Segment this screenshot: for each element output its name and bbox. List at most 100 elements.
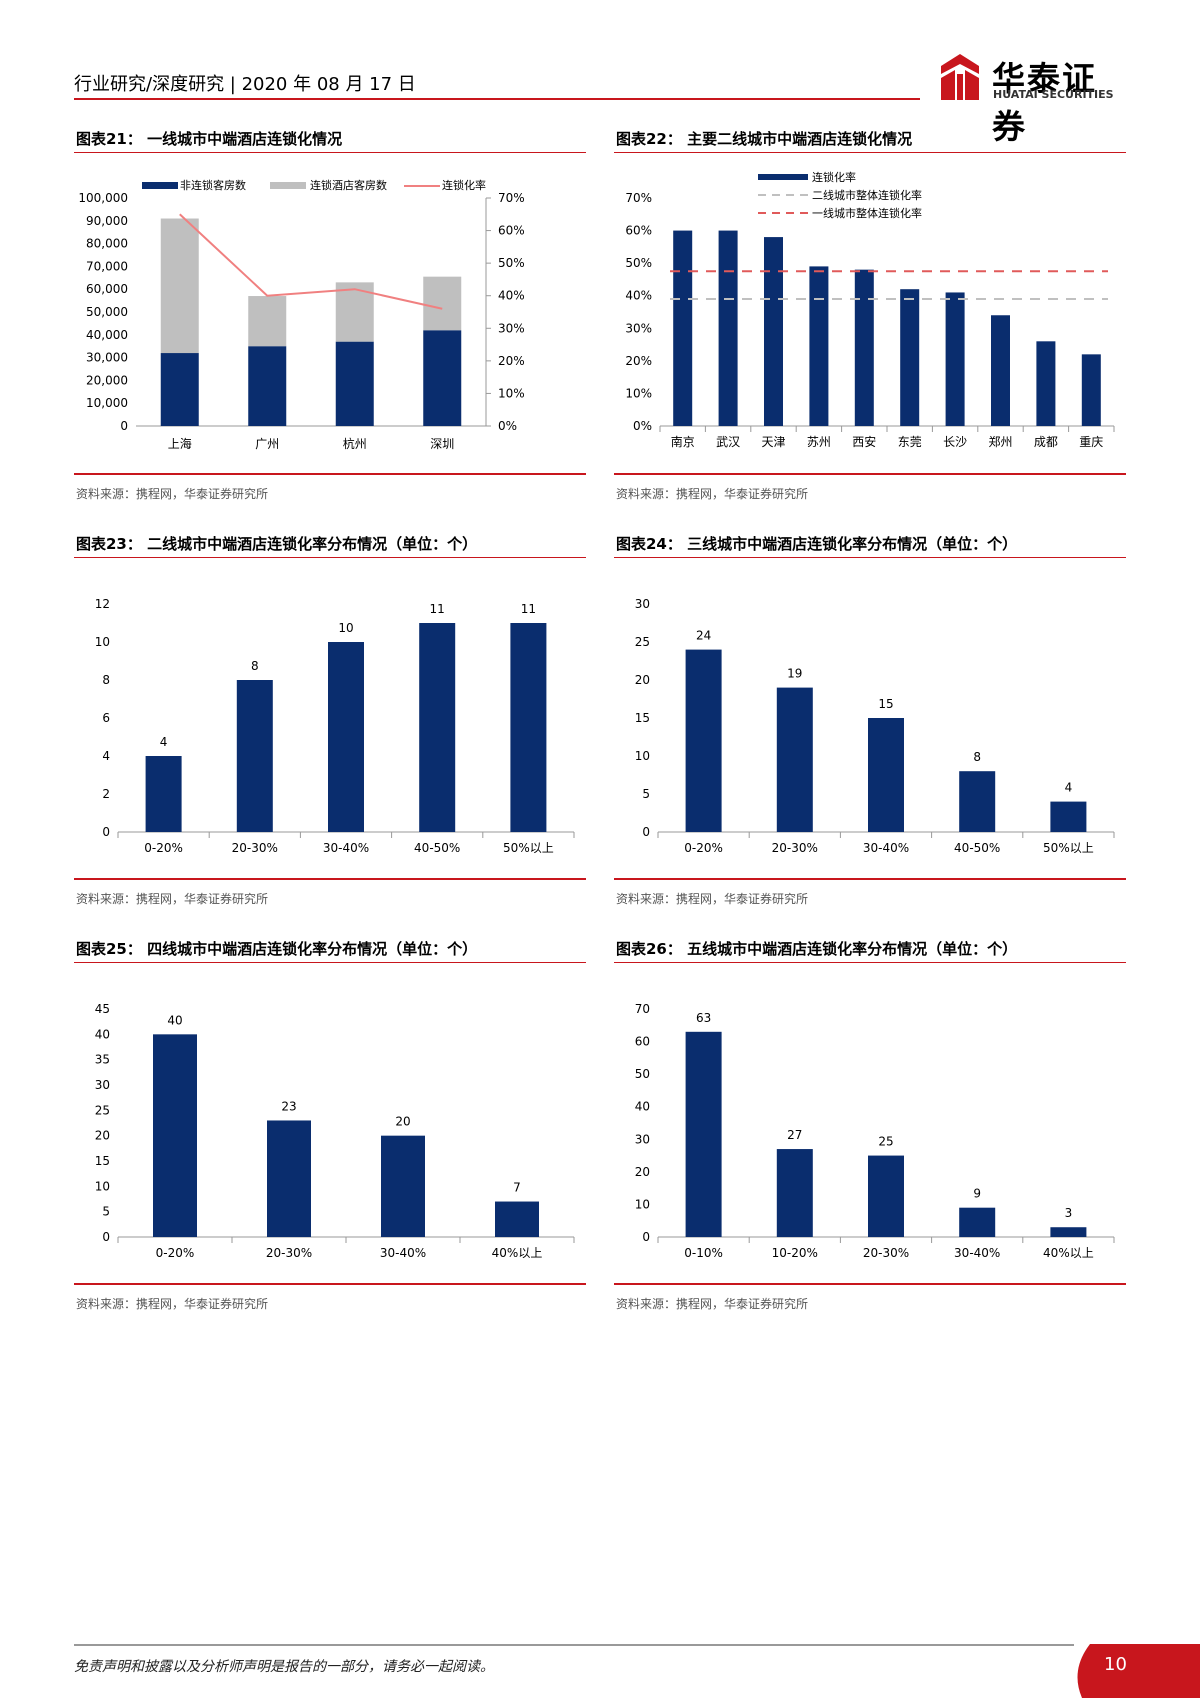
y2-tick-label: 30%: [498, 321, 525, 335]
data-label: 3: [1065, 1206, 1073, 1220]
title-divider: [74, 962, 586, 963]
y-tick-label: 50,000: [86, 305, 128, 319]
x-tick-label: 西安: [852, 434, 876, 449]
y-tick-label: 30,000: [86, 351, 128, 365]
y-tick-label: 6: [102, 711, 110, 725]
y-tick-label: 40: [635, 1100, 650, 1114]
bar: [673, 230, 693, 426]
y-tick-label: 30: [95, 1078, 110, 1092]
chart-source: 资料来源：携程网，华泰证券研究所: [76, 892, 269, 906]
bar: [419, 623, 456, 832]
bar: [685, 649, 722, 832]
y-tick-label: 25: [635, 635, 650, 649]
bar-chain: [160, 218, 199, 354]
x-tick-label: 20-30%: [266, 1246, 312, 1260]
x-tick-label: 0-20%: [684, 841, 723, 855]
y-tick-label: 60,000: [86, 282, 128, 296]
x-tick-label: 50%以上: [1043, 841, 1094, 855]
legend-swatch: [758, 174, 808, 180]
bar: [809, 266, 829, 426]
bar: [868, 1155, 904, 1237]
data-label: 10: [338, 621, 353, 635]
bar: [959, 771, 996, 832]
bar: [854, 269, 874, 426]
bar: [718, 230, 738, 426]
y-tick-label: 10: [95, 635, 110, 649]
x-tick-label: 东莞: [898, 435, 922, 449]
bar-non-chain: [248, 346, 287, 426]
x-tick-label: 苏州: [807, 435, 831, 449]
x-tick-label: 40-50%: [954, 841, 1000, 855]
y-tick-label: 20: [635, 673, 650, 687]
y-tick-label: 70,000: [86, 259, 128, 273]
x-tick-label: 40%以上: [492, 1246, 543, 1260]
y-tick-label: 20: [635, 1165, 650, 1179]
y-tick-label: 40: [95, 1027, 110, 1041]
bar: [1036, 341, 1056, 426]
chart-title: 图表24： 三线城市中端酒店连锁化率分布情况（单位：个）: [616, 535, 1018, 553]
title-divider: [614, 962, 1126, 963]
y2-tick-label: 10%: [498, 386, 525, 400]
y-tick-label: 15: [635, 711, 650, 725]
data-label: 4: [1065, 781, 1073, 795]
bottom-divider: [614, 473, 1126, 475]
y2-tick-label: 40%: [498, 289, 525, 303]
y2-tick-label: 70%: [498, 191, 525, 205]
bar: [381, 1135, 425, 1237]
y-tick-label: 40%: [625, 289, 652, 303]
chart-title: 图表26： 五线城市中端酒店连锁化率分布情况（单位：个）: [616, 940, 1018, 958]
x-tick-label: 武汉: [716, 435, 740, 449]
bar: [510, 623, 547, 832]
bar: [328, 642, 364, 832]
data-label: 19: [787, 667, 802, 681]
x-tick-label: 30-40%: [380, 1246, 426, 1260]
data-label: 24: [696, 629, 711, 643]
y2-tick-label: 20%: [498, 354, 525, 368]
bar-chain: [248, 296, 287, 347]
y-tick-label: 45: [95, 1002, 110, 1016]
chart-source: 资料来源：携程网，华泰证券研究所: [616, 892, 809, 906]
bar-chain: [423, 276, 462, 331]
logo-english-name: HUATAI SECURITIES: [993, 88, 1114, 101]
y-tick-label: 0%: [633, 419, 652, 433]
y-tick-label: 10,000: [86, 396, 128, 410]
y-tick-label: 20%: [625, 354, 652, 368]
y-tick-label: 0: [102, 825, 110, 839]
data-label: 23: [281, 1099, 296, 1113]
legend-label: 连锁酒店客房数: [310, 178, 387, 192]
data-label: 8: [251, 659, 259, 673]
chain-rate-line: [179, 213, 443, 310]
bar: [776, 1149, 813, 1237]
data-label: 7: [513, 1181, 521, 1195]
data-label: 27: [787, 1128, 802, 1142]
chart-source: 资料来源：携程网，华泰证券研究所: [616, 487, 809, 501]
x-tick-label: 40-50%: [414, 841, 460, 855]
header-divider: [74, 98, 920, 100]
y-tick-label: 30%: [625, 321, 652, 335]
chart-title: 图表21： 一线城市中端酒店连锁化情况: [76, 130, 343, 148]
x-tick-label: 重庆: [1079, 435, 1103, 449]
title-divider: [74, 557, 586, 558]
x-tick-label: 深圳: [430, 437, 454, 451]
y-tick-label: 4: [102, 749, 110, 763]
data-label: 11: [521, 602, 536, 616]
bar: [495, 1201, 539, 1237]
bottom-divider: [74, 473, 586, 475]
bar: [236, 680, 273, 832]
chart-21: 100,000 90,000 80,000 70,000 60,000 50,000 40,…: [78, 178, 525, 451]
y-tick-label: 10: [95, 1179, 110, 1193]
logo-chinese-name: 华泰证券: [992, 59, 1097, 146]
bar: [267, 1120, 311, 1237]
legend-label: 一线城市整体连锁化率: [812, 206, 922, 220]
bottom-divider: [74, 1283, 586, 1285]
bar: [959, 1207, 996, 1237]
bar-non-chain: [335, 341, 374, 426]
y-tick-label: 35: [95, 1053, 110, 1067]
y-tick-label: 0: [102, 1230, 110, 1244]
data-label: 9: [973, 1187, 981, 1201]
bar: [900, 289, 920, 426]
y-tick-label: 20: [95, 1129, 110, 1143]
x-tick-label: 50%以上: [503, 841, 554, 855]
y2-tick-label: 60%: [498, 224, 525, 238]
chart-title: 图表22： 主要二线城市中端酒店连锁化情况: [616, 130, 913, 148]
